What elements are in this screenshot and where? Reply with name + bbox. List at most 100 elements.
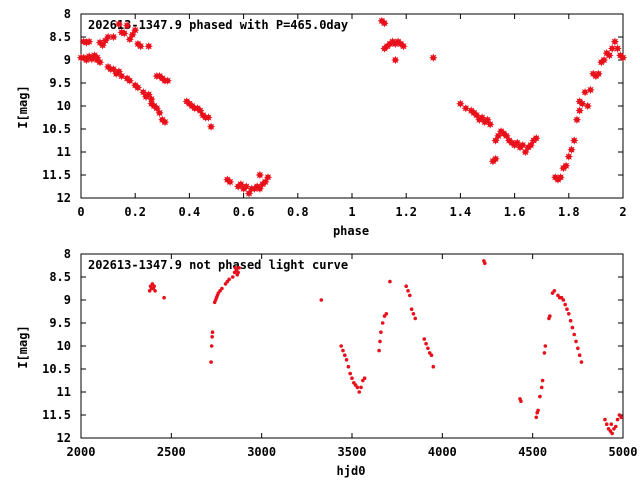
unphased-plot-title: 202613-1347.9 not phased light curve xyxy=(88,258,348,272)
phased-y-tick-label: 12 xyxy=(57,191,71,205)
phased-data-point xyxy=(114,19,124,29)
unphased-data-point xyxy=(362,376,367,381)
unphased-y-axis-label: I[mag] xyxy=(16,325,30,368)
unphased-data-point xyxy=(380,321,385,325)
phased-data-point xyxy=(163,76,172,85)
unphased-x-tick-label: 3500 xyxy=(338,445,367,459)
phased-x-tick-label: 0.6 xyxy=(233,205,255,219)
phased-data-point xyxy=(144,42,153,51)
unphased-data-point xyxy=(540,378,545,383)
unphased-data-point xyxy=(384,312,389,316)
unphased-data-point xyxy=(424,341,428,346)
phased-data-point xyxy=(429,53,438,62)
unphased-y-tick-label: 11.5 xyxy=(42,408,71,422)
phased-plot-title: 202613-1347.9 phased with P=465.0day xyxy=(88,18,348,32)
unphased-x-tick-label: 5000 xyxy=(609,445,638,459)
phased-data-point xyxy=(255,170,265,180)
unphased-data-point xyxy=(404,284,409,289)
unphased-data-point xyxy=(561,298,566,302)
phased-data-point xyxy=(136,42,145,51)
phased-data-point xyxy=(103,32,113,42)
unphased-data-point xyxy=(619,415,623,420)
phased-y-tick-label: 11.5 xyxy=(42,168,71,182)
phased-data-point xyxy=(491,154,500,164)
unphased-y-tick-label: 9.5 xyxy=(49,316,71,330)
unphased-data-point xyxy=(209,344,214,348)
unphased-data-point xyxy=(603,417,607,422)
unphased-data-point xyxy=(613,424,618,429)
phased-plot-frame xyxy=(80,13,624,199)
unphased-data-point xyxy=(319,298,324,302)
phased-y-tick-label: 10 xyxy=(57,99,71,113)
phased-data-point xyxy=(109,32,118,42)
phased-data-point xyxy=(613,44,622,53)
phased-y-tick-label: 11 xyxy=(57,145,71,159)
unphased-data-point xyxy=(220,286,224,291)
unphased-data-point xyxy=(429,353,434,358)
unphased-light-curve-panel: 202613-1347.9 not phased light curve hjd… xyxy=(16,247,637,478)
unphased-data-point xyxy=(342,353,347,358)
unphased-data-point xyxy=(344,358,349,362)
unphased-data-point xyxy=(408,293,412,298)
phased-x-tick-label: 1 xyxy=(348,205,355,219)
unphased-data-point xyxy=(579,360,584,364)
unphased-y-tick-label: 10.5 xyxy=(42,362,71,376)
phased-y-tick-label: 8.5 xyxy=(49,30,71,44)
phased-data-point xyxy=(120,29,129,38)
unphased-data-point xyxy=(576,346,580,351)
phased-data-point xyxy=(456,99,465,108)
unphased-data-point xyxy=(615,417,620,422)
phased-data-point xyxy=(391,55,400,65)
phased-data-point xyxy=(599,55,609,65)
phased-x-tick-label: 1.8 xyxy=(558,205,580,219)
unphased-data-point xyxy=(357,390,362,394)
unphased-data-point xyxy=(604,422,609,427)
unphased-data-point xyxy=(359,385,363,390)
unphased-data-point xyxy=(237,266,241,270)
phased-data-point xyxy=(84,37,94,46)
phased-data-point xyxy=(486,120,495,129)
unphased-data-point xyxy=(543,344,548,348)
unphased-data-point xyxy=(413,316,418,321)
phased-y-tick-label: 8 xyxy=(64,7,71,21)
phased-data-point xyxy=(532,134,541,143)
unphased-data-point xyxy=(411,312,416,316)
unphased-data-point xyxy=(574,339,578,344)
unphased-y-tick-label: 10 xyxy=(57,339,71,353)
unphased-y-tick-label: 12 xyxy=(57,431,71,445)
unphased-data-point xyxy=(431,364,436,369)
unphased-x-tick-label: 4000 xyxy=(428,445,457,459)
phased-data-point xyxy=(204,113,213,122)
unphased-data-point xyxy=(567,312,571,316)
unphased-data-point xyxy=(519,399,523,404)
unphased-data-point xyxy=(350,376,354,381)
unphased-data-point xyxy=(534,415,539,420)
unphased-data-point xyxy=(210,335,214,339)
phased-data-point xyxy=(155,108,164,118)
unphased-data-point xyxy=(552,289,557,293)
phased-data-point xyxy=(561,161,571,170)
unphased-y-tick-label: 9 xyxy=(64,293,71,307)
unphased-data-point xyxy=(409,307,414,312)
unphased-data-point xyxy=(536,408,540,413)
unphased-data-point xyxy=(355,385,360,390)
phased-data-point xyxy=(570,136,579,145)
phased-data-point xyxy=(380,19,389,28)
unphased-data-point xyxy=(152,284,156,289)
phased-data-point xyxy=(610,37,620,46)
unphased-data-point xyxy=(162,295,166,300)
phased-x-axis-label: phase xyxy=(333,224,369,238)
phased-x-tick-label: 2 xyxy=(619,205,626,219)
phased-data-point xyxy=(556,173,565,182)
phased-x-tick-label: 1.6 xyxy=(504,205,526,219)
unphased-data-point xyxy=(422,337,427,341)
unphased-data-point xyxy=(210,330,215,335)
phased-data-point xyxy=(160,117,170,127)
phased-y-axis-label: I[mag] xyxy=(16,85,30,128)
phased-x-tick-label: 1.4 xyxy=(450,205,472,219)
unphased-x-tick-label: 2000 xyxy=(67,445,96,459)
phased-data-point xyxy=(263,173,273,182)
unphased-data-point xyxy=(341,348,345,353)
phased-data-point xyxy=(399,42,408,51)
